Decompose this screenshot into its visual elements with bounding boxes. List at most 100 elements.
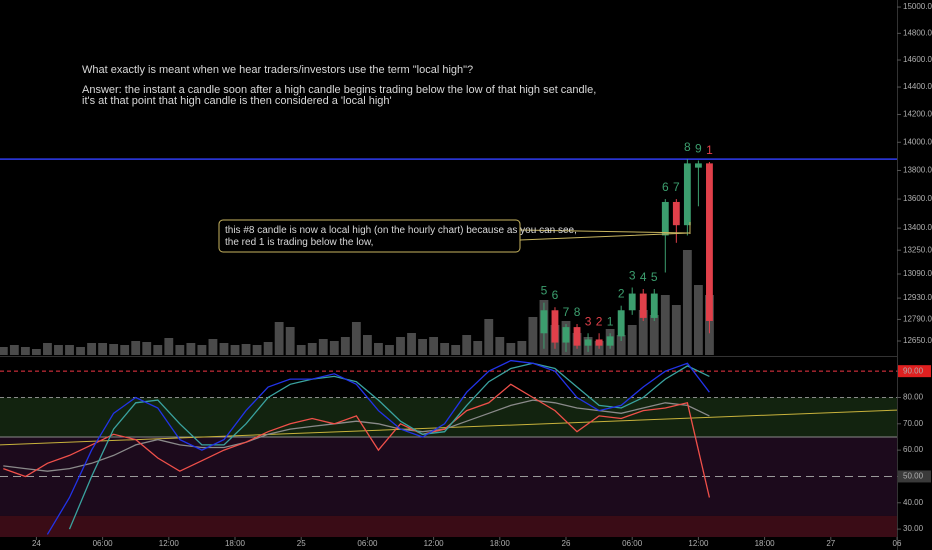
volume-bar	[307, 343, 317, 355]
volume-bar	[638, 310, 648, 355]
x-tick-label: 12:00	[688, 539, 709, 548]
callout-line: this #8 candle is now a local high (on t…	[225, 225, 577, 236]
volume-bar	[175, 345, 185, 355]
td-label: 4	[640, 270, 647, 284]
volume-bar	[473, 341, 483, 355]
level-badge	[898, 365, 931, 378]
y-tick-label: 13250.00	[903, 245, 932, 254]
volume-bar	[429, 337, 439, 355]
oscillator-line	[46, 359, 710, 535]
callout-line: the red 1 is trading below the low,	[225, 237, 373, 248]
x-tick-label: 06:00	[622, 539, 643, 548]
td-label: 3	[629, 269, 636, 283]
volume-bar	[340, 337, 350, 355]
td-label: 8	[574, 305, 581, 319]
td-label: 3	[585, 314, 592, 328]
volume-bar	[98, 343, 108, 355]
volume-bar	[208, 339, 218, 355]
volume-bar	[164, 338, 174, 355]
y-tick-label: 12790.00	[903, 315, 932, 324]
y-tick-label: 13600.00	[903, 194, 932, 203]
volume-bar	[506, 343, 516, 355]
volume-bar	[65, 345, 74, 355]
answer-line: Answer: the instant a candle soon after …	[82, 84, 596, 96]
volume-bar	[43, 343, 52, 355]
y-tick-label: 14000.00	[903, 137, 932, 146]
td-label: 1	[706, 143, 713, 157]
volume-bar	[54, 345, 63, 355]
volume-bar	[495, 337, 505, 355]
answer-line: it's at that point that high candle is t…	[82, 95, 392, 107]
volume-bar	[451, 345, 461, 355]
level-badge	[898, 470, 931, 483]
volume-bar	[318, 339, 328, 355]
y2-tick-label: 60.00	[903, 445, 924, 454]
price-pane: 5 67 83 2 123 4 56 78 9 1	[0, 140, 897, 355]
volume-bar	[87, 343, 96, 355]
volume-bar	[649, 315, 659, 355]
y-tick-label: 14400.00	[903, 82, 932, 91]
volume-bar	[385, 345, 394, 355]
x-tick-label: 24	[32, 539, 41, 548]
candle-body	[551, 310, 559, 343]
y-tick-label: 14800.00	[903, 28, 932, 37]
y-tick-label: 13800.00	[903, 166, 932, 175]
volume-bar	[0, 347, 8, 355]
volume-bar	[252, 345, 262, 355]
volume-bar	[142, 342, 152, 355]
candle-body	[694, 163, 702, 168]
volume-bar	[660, 295, 670, 355]
oscillator-pane	[0, 359, 898, 537]
volume-bar	[296, 345, 306, 355]
volume-bar	[263, 342, 273, 355]
volume-bar	[462, 335, 472, 355]
y-tick-label: 12930.00	[903, 293, 932, 302]
callout-box	[218, 219, 521, 253]
td-label: 6	[552, 288, 559, 302]
volume-bar	[627, 325, 637, 355]
volume-bar	[351, 322, 361, 355]
y-tick-label: 14200.00	[903, 110, 932, 119]
y2-tick-label: 90.00	[903, 366, 924, 375]
y-tick-label: 15000.00	[903, 2, 932, 11]
y2-tick-label: 70.00	[903, 419, 924, 428]
y2-tick-label: 80.00	[903, 393, 924, 402]
candle-body	[650, 293, 658, 318]
volume-bar	[528, 317, 538, 355]
volume-bar	[20, 347, 30, 355]
volume-bar	[274, 322, 284, 355]
td-label: 8	[684, 140, 691, 154]
x-tick-label: 06:00	[357, 539, 378, 548]
td-label: 7	[673, 180, 680, 194]
x-tick-label: 12:00	[159, 539, 180, 548]
td-label: 6	[662, 180, 669, 194]
volume-bar	[396, 337, 405, 355]
y-tick-label: 12650.00	[903, 336, 932, 345]
candle-body	[540, 310, 548, 334]
volume-bar	[31, 349, 41, 355]
volume-bar	[407, 333, 416, 355]
candle-body	[595, 339, 603, 346]
candle-body	[672, 201, 680, 226]
x-tick-label: 18:00	[490, 539, 511, 548]
volume-bar	[671, 305, 681, 355]
volume-bar	[693, 285, 703, 355]
y2-tick-label: 30.00	[903, 524, 924, 533]
volume-bar	[484, 319, 494, 355]
x-tick-label: 27	[826, 539, 835, 548]
x-tick-label: 06	[893, 539, 902, 548]
candle-body	[628, 293, 636, 311]
volume-bar	[362, 335, 372, 355]
volume-bar	[131, 341, 141, 355]
volume-bar	[76, 347, 85, 355]
volume-bar	[153, 345, 163, 355]
volume-bar	[120, 345, 130, 355]
candle-body	[639, 293, 647, 318]
candle-body	[706, 163, 713, 321]
x-tick-label: 18:00	[225, 539, 246, 548]
x-tick-label: 12:00	[424, 539, 445, 548]
td-label: 9	[695, 142, 702, 156]
td-label: 2	[596, 314, 603, 328]
volume-bar	[517, 341, 527, 355]
band	[0, 515, 897, 537]
